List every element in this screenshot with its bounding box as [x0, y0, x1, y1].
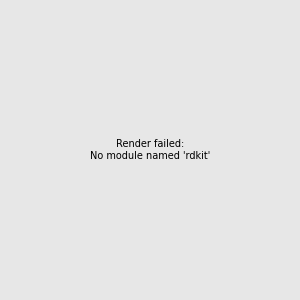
Text: Render failed:
No module named 'rdkit': Render failed: No module named 'rdkit' [90, 139, 210, 161]
